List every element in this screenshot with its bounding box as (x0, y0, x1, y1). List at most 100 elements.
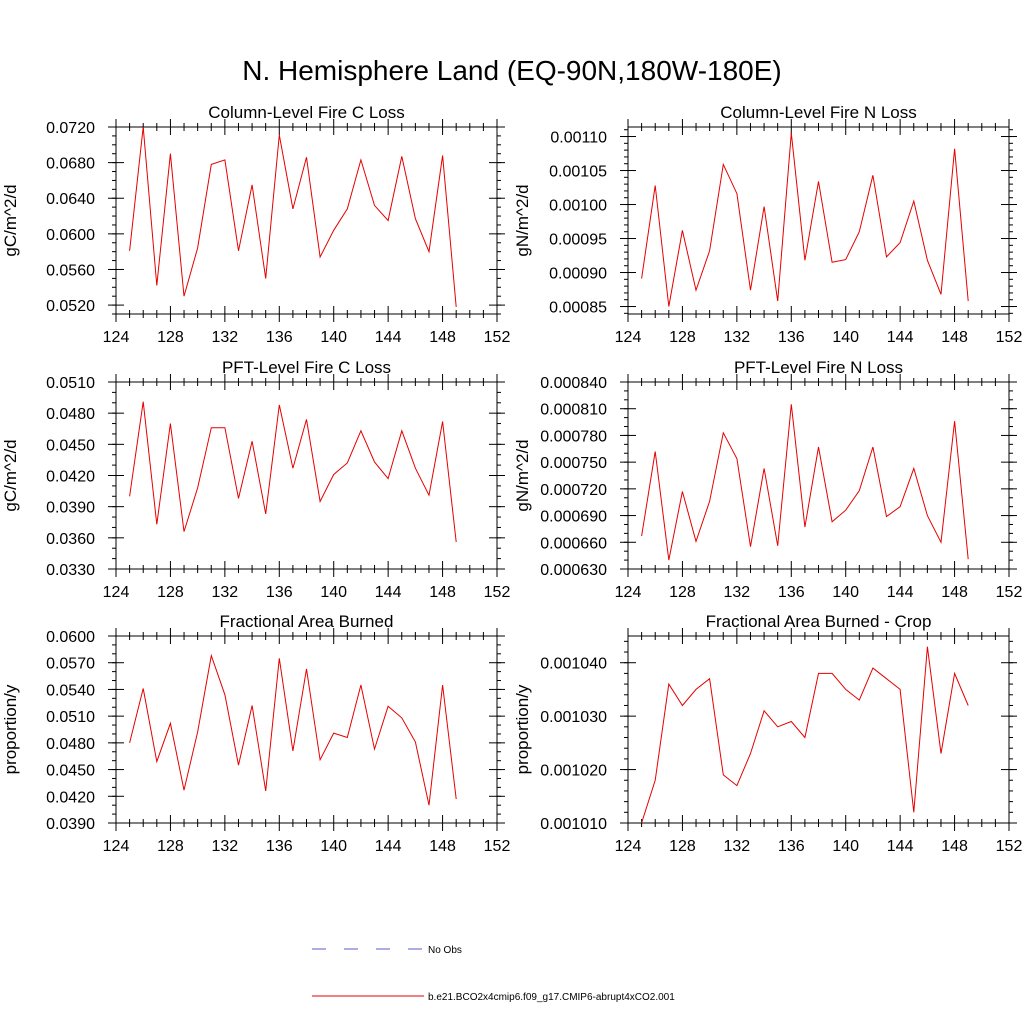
panel-title: PFT-Level Fire C Loss (222, 358, 391, 377)
x-tick-label: 124 (103, 838, 130, 855)
y-tick-label: 0.001040 (540, 656, 607, 673)
y-tick-label: 0.0450 (46, 437, 95, 454)
figure-title: N. Hemisphere Land (EQ-90N,180W-180E) (242, 55, 782, 86)
panel-title: Fractional Area Burned - Crop (706, 612, 932, 631)
x-tick-label: 144 (887, 329, 914, 346)
panel-title: Fractional Area Burned (220, 612, 394, 631)
series-line (641, 404, 969, 561)
x-tick-label: 132 (724, 838, 751, 855)
panel-title: PFT-Level Fire N Loss (734, 358, 903, 377)
x-tick-label: 136 (778, 838, 805, 855)
legend-item-2: b.e21.BCO2x4cmip6.f09_g17.CMIP6-abrupt4x… (312, 992, 675, 1003)
plot-frame (627, 381, 1010, 570)
chart-panels: Column-Level Fire C Loss gC/m^2/d 124 128 13… (1, 103, 1022, 855)
x-tick-label: 132 (212, 329, 239, 346)
series-line (641, 133, 969, 307)
y-tick-label: 0.0360 (46, 531, 95, 548)
x-tick-label: 152 (484, 838, 511, 855)
x-tick-label: 144 (375, 584, 402, 601)
legend-label: b.e21.BCO2x4cmip6.f09_g17.CMIP6-abrupt4x… (428, 992, 675, 1003)
y-tick-label: 0.000780 (540, 428, 607, 445)
y-tick-label: 0.0390 (46, 500, 95, 517)
series-line (129, 126, 457, 307)
x-tick-label: 144 (887, 838, 914, 855)
y-tick-label: 0.0510 (46, 709, 95, 726)
plot-frame (627, 126, 1010, 315)
y-tick-label: 0.0680 (46, 156, 95, 173)
y-tick-label: 0.000750 (540, 455, 607, 472)
y-tick-label: 0.001010 (540, 816, 607, 833)
y-tick-label: 0.000810 (540, 402, 607, 419)
series-line (641, 646, 969, 824)
series-line (129, 653, 457, 806)
y-tick-label: 0.001030 (540, 709, 607, 726)
plot-frame (115, 126, 498, 315)
x-tick-label: 140 (832, 329, 859, 346)
y-tick-label: 0.0640 (46, 191, 95, 208)
y-tick-label: 0.0570 (46, 656, 95, 673)
legend: No Obs b.e21.BCO2x4cmip6.f09_g17.CMIP6-ab… (312, 945, 675, 1003)
plot-frame (115, 381, 498, 570)
x-tick-label: 128 (157, 838, 184, 855)
legend-item-1: No Obs (312, 945, 462, 956)
x-tick-label: 148 (941, 584, 968, 601)
x-tick-label: 128 (157, 584, 184, 601)
x-tick-label: 124 (103, 584, 130, 601)
y-tick-label: 0.0390 (46, 816, 95, 833)
y-tick-label: 0.0480 (46, 406, 95, 423)
x-tick-label: 132 (212, 838, 239, 855)
y-tick-label: 0.0480 (46, 736, 95, 753)
x-tick-label: 140 (832, 838, 859, 855)
x-tick-label: 148 (429, 329, 456, 346)
x-tick-label: 152 (996, 584, 1023, 601)
x-tick-label: 124 (615, 584, 642, 601)
x-tick-label: 124 (615, 838, 642, 855)
y-axis-label: gN/m^2/d (513, 439, 532, 511)
plot-frame (115, 635, 498, 824)
panel-title: Column-Level Fire C Loss (208, 103, 405, 122)
legend-label: No Obs (428, 945, 462, 956)
chart-panel-4: PFT-Level Fire N Loss gN/m^2/d 124 128 132 13… (513, 358, 1022, 601)
x-tick-label: 152 (996, 329, 1023, 346)
y-tick-label: 0.000840 (540, 375, 607, 392)
x-tick-label: 152 (484, 584, 511, 601)
x-tick-label: 124 (103, 329, 130, 346)
y-tick-label: 0.00105 (549, 164, 607, 181)
y-tick-label: 0.0720 (46, 120, 95, 137)
y-tick-label: 0.000660 (540, 535, 607, 552)
y-tick-label: 0.0450 (46, 763, 95, 780)
y-axis-label: gC/m^2/d (1, 439, 20, 511)
x-tick-label: 148 (941, 838, 968, 855)
y-tick-label: 0.000630 (540, 562, 607, 579)
x-tick-label: 148 (429, 584, 456, 601)
x-tick-label: 132 (724, 584, 751, 601)
plot-frame (627, 635, 1010, 824)
y-tick-label: 0.0520 (46, 298, 95, 315)
x-tick-label: 140 (320, 584, 347, 601)
chart-panel-5: Fractional Area Burned proportion/y 124 128… (1, 612, 510, 855)
x-tick-label: 132 (212, 584, 239, 601)
y-tick-label: 0.000720 (540, 482, 607, 499)
y-tick-label: 0.0510 (46, 375, 95, 392)
x-tick-label: 136 (266, 584, 293, 601)
y-tick-label: 0.000690 (540, 509, 607, 526)
y-tick-label: 0.0560 (46, 262, 95, 279)
x-tick-label: 128 (669, 838, 696, 855)
x-tick-label: 152 (484, 329, 511, 346)
chart-panel-3: PFT-Level Fire C Loss gC/m^2/d 124 128 132 13… (1, 358, 510, 601)
y-axis-label: gN/m^2/d (513, 184, 532, 256)
x-tick-label: 144 (887, 584, 914, 601)
x-tick-label: 148 (429, 838, 456, 855)
x-tick-label: 136 (778, 329, 805, 346)
y-tick-label: 0.0600 (46, 629, 95, 646)
x-tick-label: 136 (266, 838, 293, 855)
y-tick-label: 0.00110 (550, 130, 607, 147)
y-axis-label: gC/m^2/d (1, 184, 20, 256)
chart-panel-6: Fractional Area Burned - Crop proportion/… (513, 612, 1022, 855)
x-tick-label: 128 (669, 329, 696, 346)
chart-panel-1: Column-Level Fire C Loss gC/m^2/d 124 128 13… (1, 103, 510, 346)
y-tick-label: 0.0330 (46, 562, 95, 579)
x-tick-label: 128 (669, 584, 696, 601)
chart-panel-2: Column-Level Fire N Loss gN/m^2/d 124 128 13… (513, 103, 1022, 346)
